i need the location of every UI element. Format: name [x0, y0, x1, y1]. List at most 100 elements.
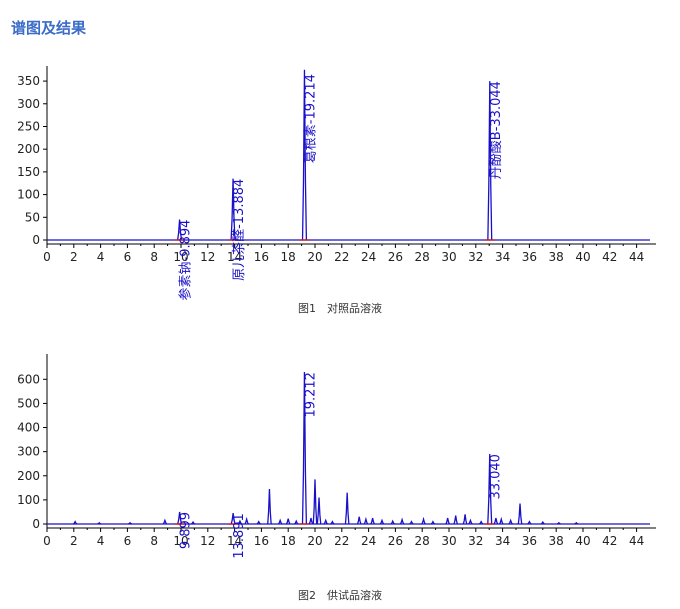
x-tick-label: 4	[97, 534, 105, 548]
minor-peak	[478, 520, 484, 525]
chromatogram-reference: 0 2 4 6 8 10 12 14 16 18 20 22 24 26 28 30 32 34 36 38 40 42 4…	[17, 66, 656, 300]
x-tick-label: 0	[43, 250, 51, 264]
y-tick-label: 400	[17, 421, 40, 435]
x-tick-label: 24	[361, 534, 376, 548]
x-tick-label: 44	[629, 250, 644, 264]
minor-peak	[267, 489, 272, 525]
x-tick-label: 10	[173, 534, 188, 548]
minor-peak	[399, 517, 405, 525]
y-tick-label: 300	[17, 445, 40, 459]
peak	[230, 178, 236, 241]
minor-peak	[128, 521, 133, 525]
minor-peak	[294, 519, 299, 525]
x-tick-label: 14	[227, 250, 242, 264]
minor-peak	[363, 516, 369, 525]
x-tick-label: 42	[602, 250, 617, 264]
x-tick-label: 28	[415, 250, 430, 264]
section-heading: 谱图及结果	[11, 19, 87, 37]
y-tick-label: 300	[17, 97, 40, 111]
x-tick-label: 8	[150, 534, 158, 548]
minor-peak	[237, 519, 243, 525]
peak	[487, 81, 493, 241]
minor-peak	[323, 518, 328, 525]
minor-peak	[162, 518, 168, 525]
minor-peak	[574, 521, 579, 525]
y-tick-label: 350	[17, 74, 40, 88]
x-tick-label: 36	[522, 250, 537, 264]
x-tick-label: 38	[549, 534, 564, 548]
minor-peak	[244, 516, 249, 525]
x-tick-label: 4	[97, 250, 105, 264]
x-tick-label: 22	[334, 534, 349, 548]
y-tick-label: 0	[32, 517, 40, 531]
x-tick-label: 22	[334, 250, 349, 264]
x-tick-label: 12	[200, 534, 215, 548]
minor-peak	[540, 520, 545, 525]
x-tick-label: 30	[441, 534, 456, 548]
y-tick-label: 0	[32, 233, 40, 247]
minor-peak	[285, 518, 291, 525]
x-tick-label: 26	[388, 250, 403, 264]
x-tick-label: 2	[70, 250, 78, 264]
x-tick-label: 12	[200, 250, 215, 264]
x-tick-label: 2	[70, 534, 78, 548]
peak	[301, 69, 308, 241]
minor-peak	[277, 518, 283, 525]
minor-peak	[308, 517, 314, 525]
chart2-caption: 图2 供试品溶液	[298, 589, 382, 602]
x-tick-label: 16	[254, 250, 269, 264]
peak	[177, 511, 183, 525]
peak-label: 丹参素钠-9.894	[178, 220, 194, 300]
x-tick-label: 0	[43, 534, 51, 548]
minor-peak	[468, 518, 473, 525]
minor-peak	[453, 515, 459, 525]
x-tick-label: 26	[388, 534, 403, 548]
x-tick-label: 16	[254, 534, 269, 548]
minor-peak	[370, 517, 375, 525]
x-tick-label: 20	[307, 250, 322, 264]
peak-label: 葛根素-19.214	[303, 74, 318, 163]
x-tick-label: 20	[307, 534, 322, 548]
minor-peak	[316, 497, 322, 525]
minor-peak	[508, 518, 513, 525]
x-tick-label: 30	[441, 250, 456, 264]
minor-peak	[390, 519, 395, 525]
x-tick-label: 24	[361, 250, 376, 264]
x-tick-label: 18	[281, 250, 296, 264]
x-tick-label: 42	[602, 534, 617, 548]
x-tick-label: 34	[495, 534, 510, 548]
minor-peak	[312, 479, 318, 525]
x-tick-label: 40	[575, 534, 590, 548]
x-tick-label: 6	[124, 250, 132, 264]
x-tick-label: 44	[629, 534, 644, 548]
minor-peak	[517, 503, 523, 525]
minor-peak	[493, 517, 499, 525]
minor-peak	[344, 492, 350, 525]
x-tick-label: 38	[549, 250, 564, 264]
x-tick-label: 10	[173, 250, 188, 264]
peak	[487, 454, 493, 525]
x-tick-label: 6	[124, 534, 132, 548]
y-tick-label: 100	[17, 188, 40, 202]
y-tick-label: 50	[25, 210, 40, 224]
x-tick-label: 36	[522, 534, 537, 548]
minor-peak	[445, 517, 450, 525]
peak	[230, 513, 236, 525]
x-tick-label: 32	[468, 534, 483, 548]
peak-label: 丹酚酸B-33.044	[489, 81, 504, 179]
minor-peak	[97, 521, 102, 525]
peak-label: 原儿茶醛-13.884	[231, 179, 247, 281]
y-tick-label: 100	[17, 493, 40, 507]
y-tick-label: 250	[17, 119, 40, 133]
peak-label: 9.899	[179, 512, 194, 549]
minor-peak	[256, 520, 261, 525]
y-tick-label: 200	[17, 142, 40, 156]
minor-peak	[556, 521, 561, 525]
y-tick-label: 500	[17, 396, 40, 410]
x-tick-label: 14	[227, 534, 242, 548]
minor-peak	[72, 520, 78, 525]
x-tick-label: 28	[415, 534, 430, 548]
minor-peak	[379, 518, 385, 525]
peak-label: 33.040	[489, 454, 504, 500]
minor-peak	[356, 516, 362, 525]
